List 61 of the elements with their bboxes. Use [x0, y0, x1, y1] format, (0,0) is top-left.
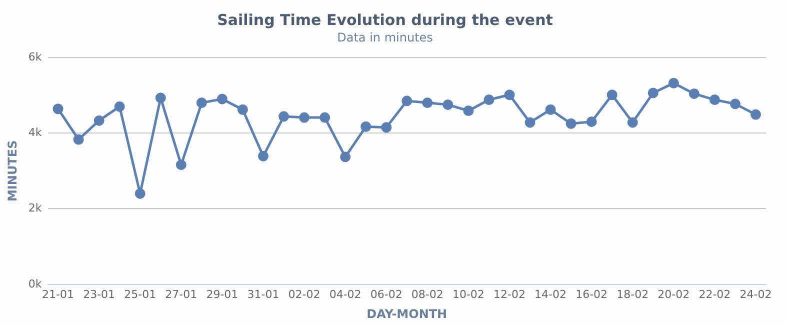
x-tick-label: 29-01	[206, 288, 238, 301]
point	[545, 104, 556, 115]
point	[237, 104, 248, 115]
point	[627, 117, 638, 128]
y-tick-label: 2k	[28, 202, 42, 215]
x-tick-label: 08-02	[411, 288, 444, 301]
x-tick-label: 22-02	[698, 288, 731, 301]
point	[422, 98, 433, 108]
point	[278, 111, 290, 122]
point	[176, 160, 186, 170]
point	[155, 92, 166, 104]
point	[73, 134, 84, 145]
y-tick-label: 4k	[28, 126, 42, 139]
x-tick-label: 06-02	[370, 288, 402, 301]
point	[320, 112, 330, 123]
point	[688, 88, 700, 99]
x-axis-title: DAY-MONTH	[366, 306, 448, 321]
point	[524, 117, 536, 128]
point	[381, 122, 392, 133]
x-tick-label: 25-01	[124, 288, 156, 301]
point	[709, 94, 720, 106]
point	[606, 90, 618, 100]
point	[196, 98, 207, 108]
y-axis-title: MINUTES	[5, 140, 20, 202]
point	[504, 90, 515, 100]
x-tick-label: 04-02	[329, 288, 362, 301]
chart-title: Sailing Time Evolution during the event	[217, 10, 553, 29]
point	[750, 109, 761, 120]
point	[442, 99, 454, 110]
point	[586, 116, 597, 127]
x-tick-label: 23-01	[83, 288, 116, 301]
point	[566, 118, 576, 129]
x-tick-label: 10-02	[452, 288, 484, 301]
point	[668, 78, 679, 88]
point	[94, 115, 104, 126]
point	[484, 94, 494, 106]
point	[730, 98, 740, 110]
point	[134, 188, 146, 199]
point	[360, 121, 372, 132]
point	[216, 94, 228, 104]
x-tick-label: 18-02	[616, 288, 649, 301]
x-tick-label: 12-02	[494, 288, 526, 301]
point	[52, 104, 64, 114]
x-tick-label: 20-02	[658, 288, 690, 301]
x-tick-label: 02-02	[288, 288, 320, 301]
y-tick-label: 0k	[28, 277, 42, 290]
x-tick-label: 27-01	[165, 288, 198, 301]
point	[258, 150, 268, 162]
x-tick-label: 31-01	[247, 288, 280, 301]
point	[463, 105, 474, 116]
point	[648, 88, 658, 98]
x-tick-label: 24-02	[740, 288, 772, 301]
x-tick-label: 16-02	[576, 288, 608, 301]
chart-subtitle: Data in minutes	[337, 30, 433, 44]
x-tick-label: 14-02	[534, 288, 567, 301]
x-tick-label: 21-01	[42, 288, 74, 301]
point	[340, 152, 351, 162]
point	[299, 112, 310, 123]
point	[114, 101, 125, 112]
y-tick-label: 6k	[28, 50, 42, 64]
point	[402, 96, 412, 106]
